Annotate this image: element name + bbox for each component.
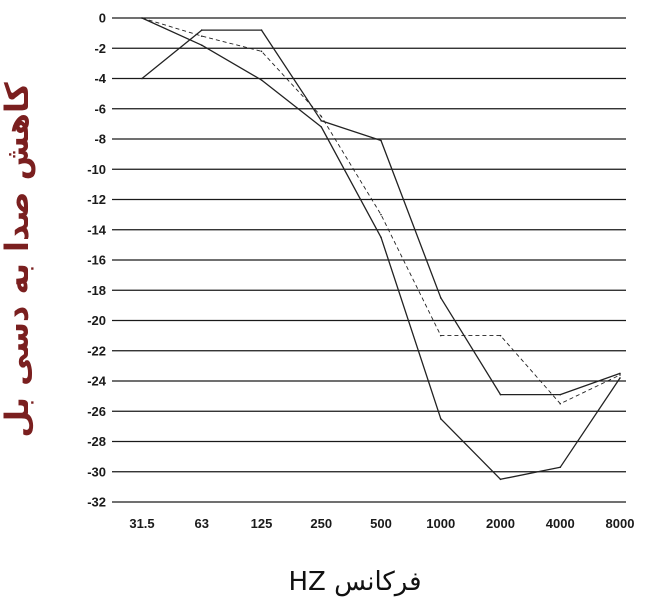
data-point [141, 17, 143, 19]
data-point [141, 77, 143, 80]
y-tick-label: -4 [94, 71, 106, 86]
data-point [320, 115, 323, 118]
y-tick-label: -10 [87, 162, 106, 177]
y-axis-label: کاهش صدا به دسی بل [0, 82, 36, 438]
data-point [559, 466, 562, 469]
x-tick-label: 31.5 [129, 516, 154, 531]
data-point [619, 377, 621, 379]
series-line-3 [141, 17, 621, 405]
data-point [260, 79, 263, 81]
x-axis-label: فرکانس HZ [288, 567, 421, 597]
y-tick-label: -26 [87, 404, 106, 419]
series-line-1 [141, 29, 621, 396]
x-tick-label: 8000 [606, 516, 635, 531]
data-point [320, 126, 323, 128]
y-tick-label: -14 [87, 222, 107, 237]
y-tick-labels: 0 -2 -4 -6 -8 -10 -12 -14 -16 -18 -20 -22 -24 -26 -28 -… [87, 11, 107, 510]
x-tick-label: 500 [370, 516, 392, 531]
y-tick-label: -12 [87, 192, 106, 207]
y-tick-label: -18 [87, 283, 106, 298]
data-point [619, 372, 621, 375]
data-point [380, 213, 382, 216]
y-tick-label: -8 [94, 132, 106, 147]
y-tick-label: 0 [99, 11, 106, 26]
y-tick-label: -6 [94, 101, 106, 116]
data-point [499, 393, 502, 396]
x-tick-label: 4000 [546, 516, 575, 531]
series-lines [141, 17, 621, 481]
y-tick-label: -32 [87, 495, 106, 510]
y-tick-label: -16 [87, 253, 106, 268]
y-tick-label: -30 [87, 464, 106, 479]
data-point [200, 29, 203, 31]
data-point [619, 374, 621, 376]
x-tick-label: 250 [310, 516, 332, 531]
data-point [439, 334, 442, 337]
series-line-2 [141, 17, 621, 480]
data-point [260, 29, 263, 31]
data-point [439, 297, 442, 299]
y-tick-label: -22 [87, 343, 106, 358]
grid-lines [112, 17, 626, 503]
data-point [559, 393, 562, 396]
y-tick-label: -20 [87, 313, 106, 328]
data-point [320, 120, 323, 122]
x-tick-label: 2000 [486, 516, 515, 531]
data-point [260, 50, 263, 53]
data-point [439, 418, 442, 420]
data-point [380, 139, 382, 142]
y-tick-label: -2 [94, 41, 106, 56]
y-tick-label: -24 [87, 374, 107, 389]
data-point [380, 236, 382, 239]
data-point [499, 478, 502, 481]
data-point [559, 402, 562, 405]
data-point [200, 35, 203, 37]
x-tick-label: 63 [195, 516, 209, 531]
x-tick-label: 125 [251, 516, 273, 531]
data-point [499, 334, 502, 337]
x-tick-label: 1000 [426, 516, 455, 531]
x-tick-labels: 31.5 63 125 250 500 1000 2000 4000 8000 [129, 516, 634, 531]
y-tick-label: -28 [87, 434, 106, 449]
data-point [200, 44, 203, 47]
